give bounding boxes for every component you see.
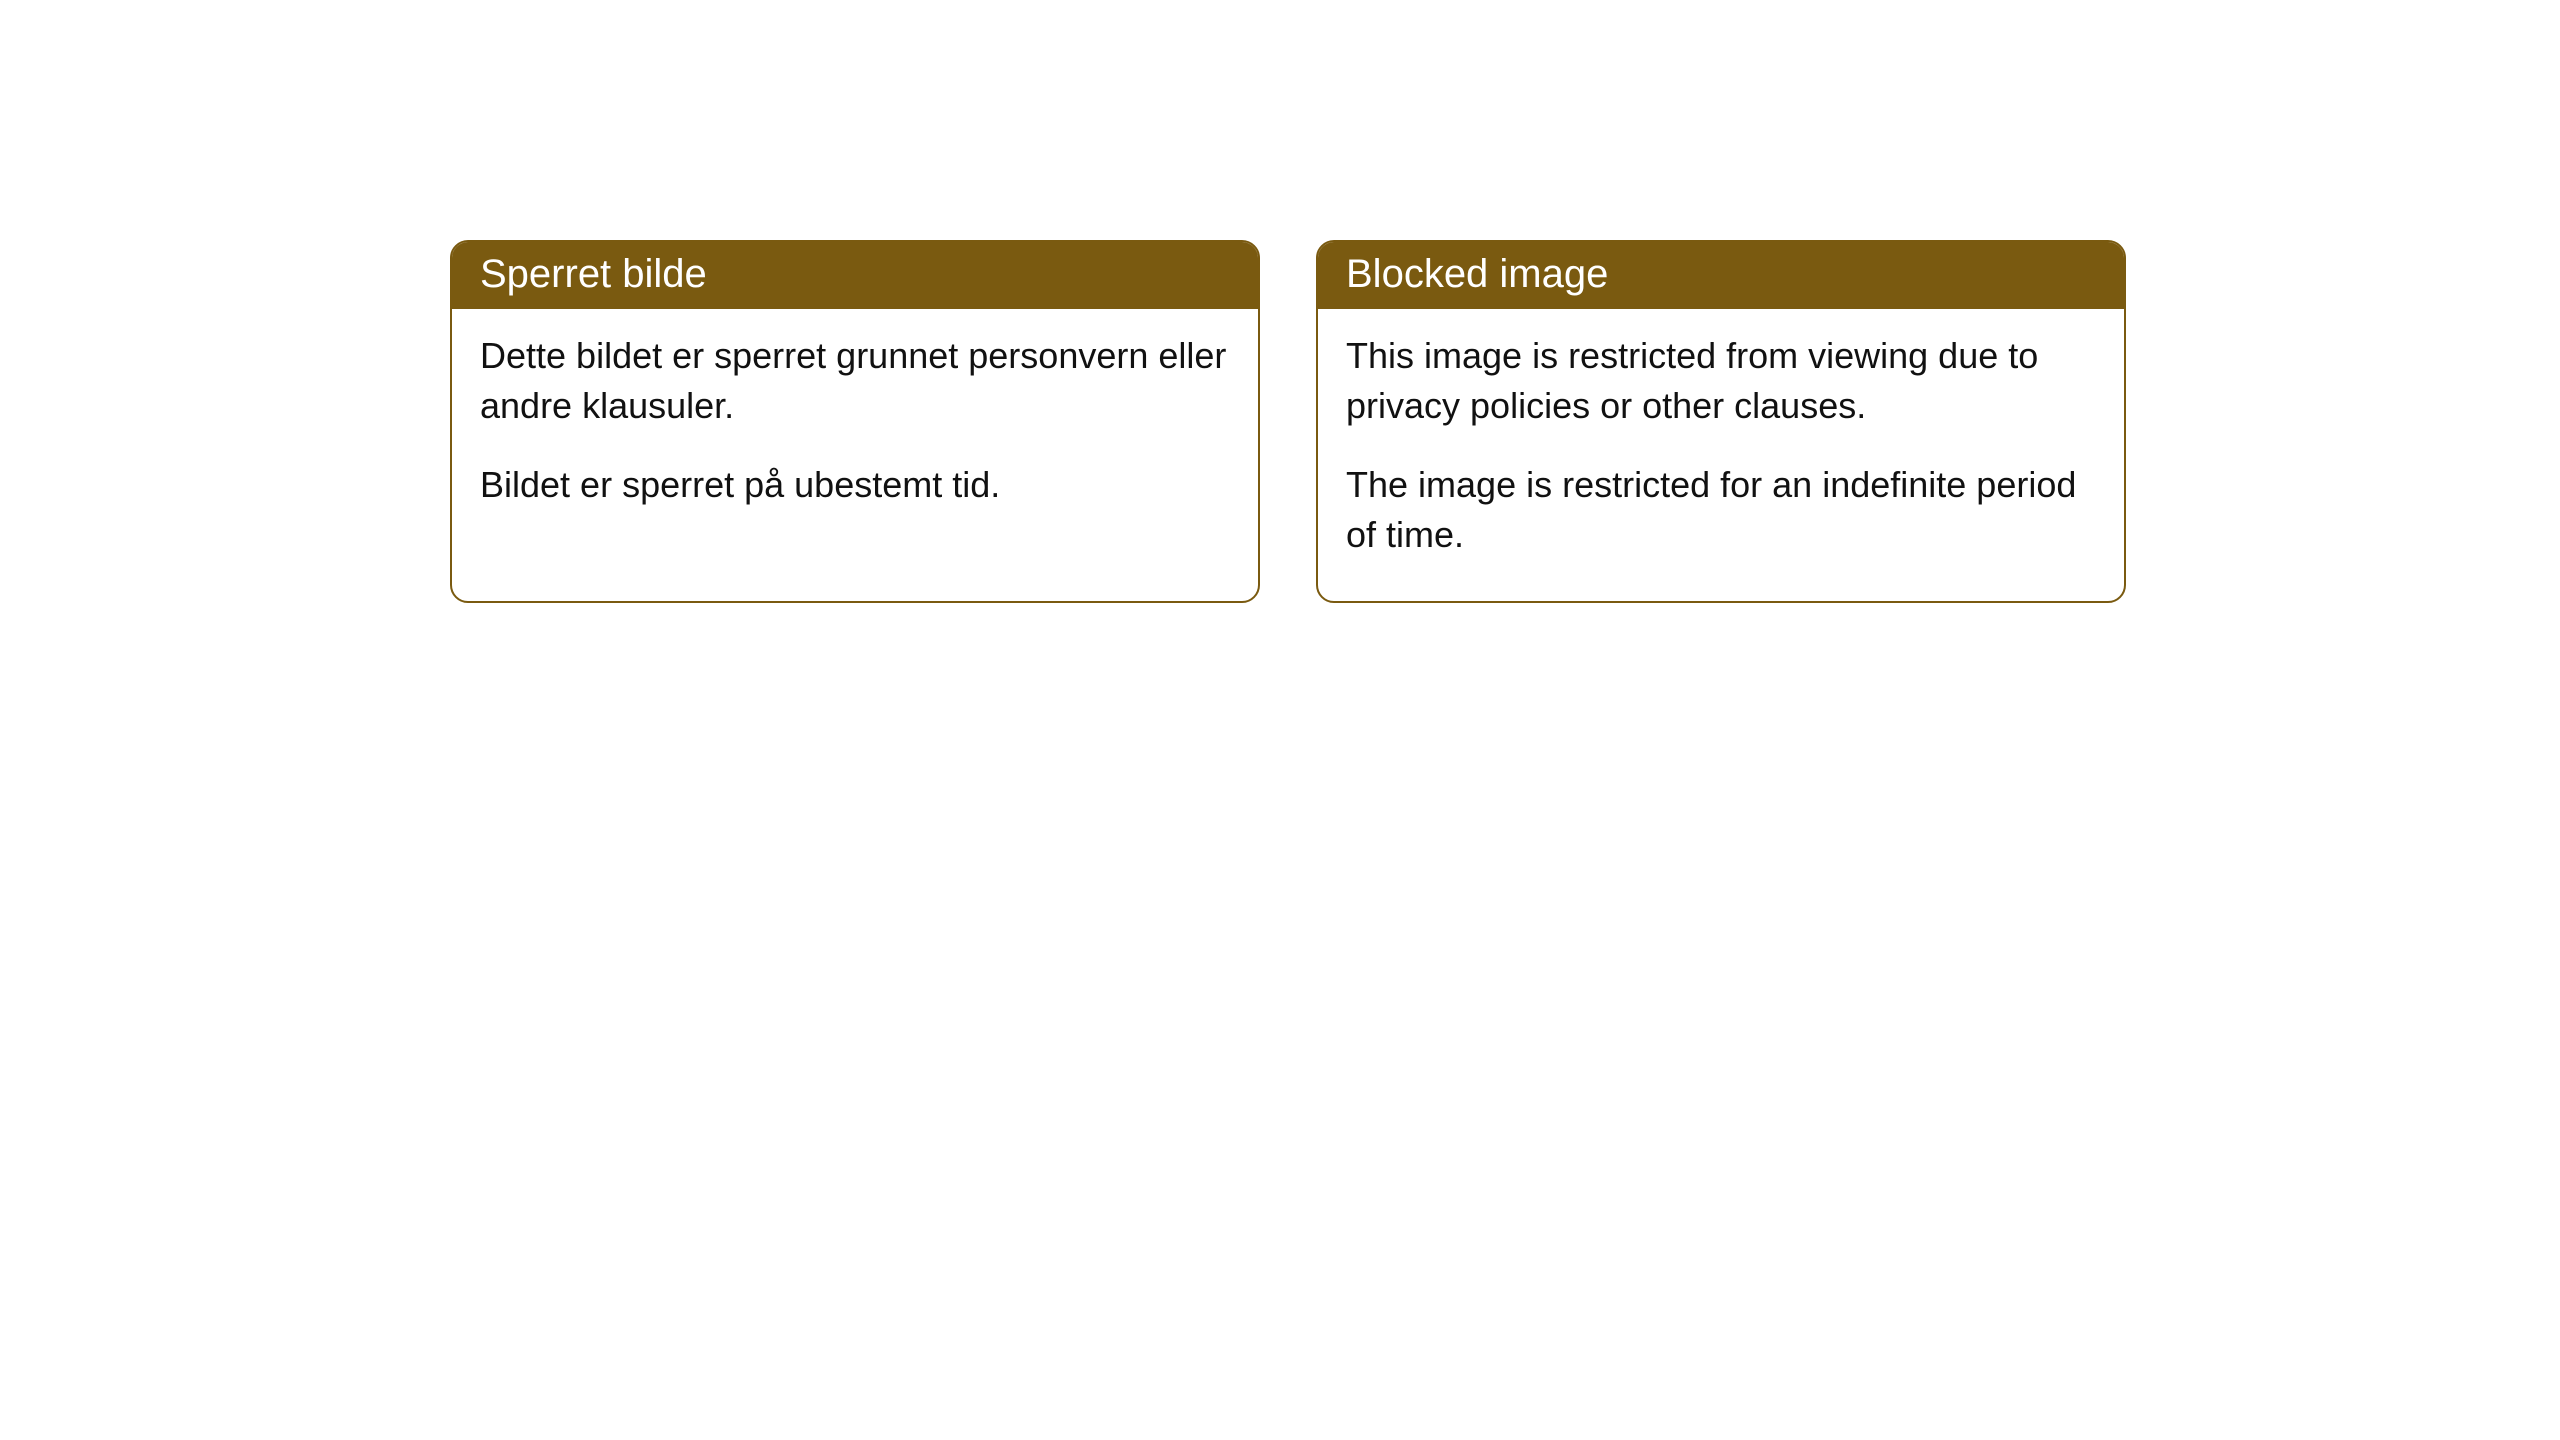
notice-card-norwegian: Sperret bilde Dette bildet er sperret gr… — [450, 240, 1260, 603]
card-paragraph: The image is restricted for an indefinit… — [1346, 460, 2096, 561]
card-paragraph: Bildet er sperret på ubestemt tid. — [480, 460, 1230, 510]
card-paragraph: This image is restricted from viewing du… — [1346, 331, 2096, 432]
card-body: Dette bildet er sperret grunnet personve… — [452, 309, 1258, 550]
card-body: This image is restricted from viewing du… — [1318, 309, 2124, 601]
notice-card-english: Blocked image This image is restricted f… — [1316, 240, 2126, 603]
card-title: Sperret bilde — [452, 242, 1258, 309]
card-paragraph: Dette bildet er sperret grunnet personve… — [480, 331, 1230, 432]
card-title: Blocked image — [1318, 242, 2124, 309]
notice-container: Sperret bilde Dette bildet er sperret gr… — [0, 0, 2560, 603]
